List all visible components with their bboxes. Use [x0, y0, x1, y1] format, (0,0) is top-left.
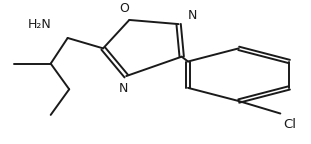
- Text: H₂N: H₂N: [28, 18, 52, 31]
- Text: Cl: Cl: [283, 118, 296, 131]
- Text: O: O: [119, 2, 129, 15]
- Text: N: N: [118, 82, 128, 95]
- Text: N: N: [188, 9, 197, 22]
